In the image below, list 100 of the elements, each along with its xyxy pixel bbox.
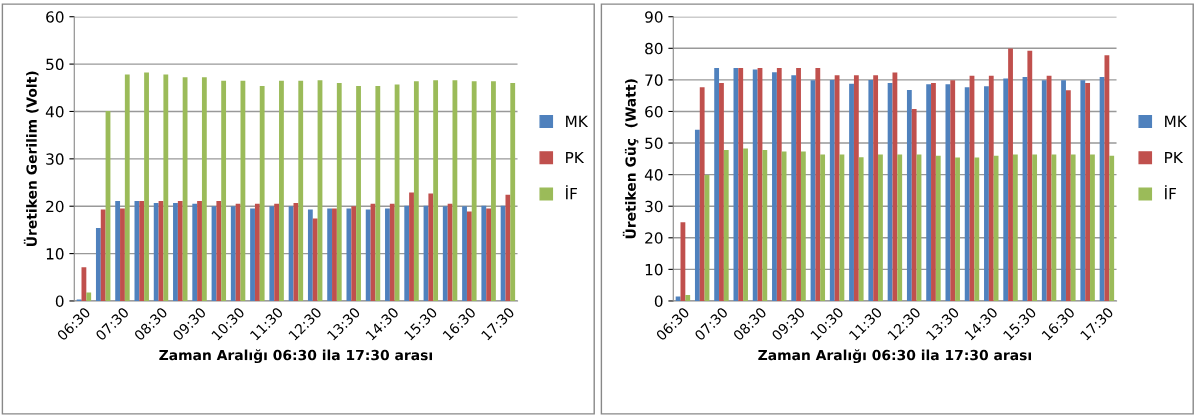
y-tick-label: 80 — [645, 42, 663, 55]
bar — [298, 80, 304, 301]
bar — [428, 193, 434, 301]
bar — [926, 84, 932, 301]
y-axis-title: Üretiken Gerilim (Volt) — [23, 71, 39, 246]
bar — [853, 75, 859, 301]
bar — [1012, 154, 1018, 301]
legend-label: MK — [566, 115, 589, 127]
bar — [935, 155, 941, 301]
bar — [1080, 80, 1086, 301]
bar — [462, 206, 467, 301]
bar — [1061, 80, 1066, 301]
bar — [1070, 154, 1076, 301]
bar — [984, 86, 989, 301]
bar — [796, 67, 801, 301]
bar — [346, 208, 352, 301]
bar — [404, 205, 410, 301]
bar — [221, 80, 227, 301]
bar — [858, 157, 864, 301]
bar — [95, 228, 101, 301]
bar — [839, 154, 845, 301]
bar — [375, 85, 381, 301]
bar — [776, 67, 782, 301]
bar — [293, 202, 299, 301]
bar — [945, 84, 951, 301]
bar — [389, 203, 395, 301]
bar — [312, 218, 318, 301]
legend-label: İF — [1165, 185, 1176, 200]
bar — [772, 72, 777, 301]
bar — [254, 203, 260, 301]
bar — [974, 157, 980, 301]
bar — [259, 85, 265, 301]
bar — [240, 80, 246, 301]
bar — [201, 77, 207, 301]
bar — [897, 154, 903, 301]
bar — [144, 72, 149, 301]
y-tick-label: 20 — [46, 200, 64, 213]
bar — [950, 80, 956, 301]
bar — [510, 83, 516, 301]
legend-label: PK — [566, 151, 585, 164]
bar — [868, 79, 874, 301]
bar — [365, 209, 371, 301]
bar — [452, 80, 458, 301]
bar — [327, 208, 333, 301]
bar — [829, 79, 835, 301]
bar — [332, 208, 337, 301]
bar — [409, 192, 414, 301]
bar — [699, 87, 705, 301]
bar — [988, 75, 994, 301]
bar — [1085, 83, 1091, 301]
y-tick-label: 60 — [46, 11, 64, 23]
bar — [197, 201, 202, 301]
y-tick-label: 50 — [645, 137, 663, 150]
bar — [336, 83, 342, 301]
bar — [911, 108, 917, 301]
x-axis-title: Zaman Aralığı 06:30 ila 17:30 arası — [159, 349, 432, 364]
bar — [442, 206, 448, 301]
bar — [873, 75, 879, 301]
bar — [356, 85, 361, 301]
bar — [791, 75, 797, 301]
bar — [124, 74, 130, 301]
bar — [1008, 48, 1013, 301]
bar — [491, 81, 496, 301]
y-tick-label: 60 — [645, 105, 663, 118]
bar — [1041, 80, 1047, 301]
y-tick-label: 40 — [45, 105, 64, 118]
bar — [173, 202, 178, 301]
bar — [955, 157, 960, 301]
bar — [694, 129, 700, 301]
y-tick-label: 0 — [654, 295, 663, 307]
y-tick-label: 10 — [46, 248, 64, 260]
bar — [892, 72, 898, 301]
bar — [385, 208, 390, 301]
bar — [849, 83, 854, 301]
y-tick-label: 70 — [645, 74, 663, 86]
y-tick-label: 20 — [645, 232, 663, 244]
bar — [906, 89, 912, 301]
bar — [964, 87, 970, 301]
bar — [685, 294, 691, 301]
bar — [307, 209, 313, 301]
bar — [752, 69, 758, 301]
legend-label: İF — [566, 185, 577, 200]
bar — [505, 194, 511, 301]
bar — [800, 151, 806, 301]
legend-label: PK — [1165, 151, 1184, 164]
bar — [820, 154, 826, 301]
bar — [743, 148, 748, 301]
bar — [815, 67, 821, 301]
bar — [481, 205, 487, 301]
bar — [1003, 78, 1009, 301]
y-tick-label: 0 — [55, 295, 64, 307]
bar — [719, 83, 724, 301]
bar — [216, 201, 222, 301]
bar — [738, 67, 744, 301]
bar — [466, 211, 472, 301]
bar — [433, 80, 439, 301]
bar — [86, 292, 92, 301]
bar — [177, 201, 183, 301]
bar — [723, 150, 729, 301]
bar — [1104, 55, 1110, 301]
